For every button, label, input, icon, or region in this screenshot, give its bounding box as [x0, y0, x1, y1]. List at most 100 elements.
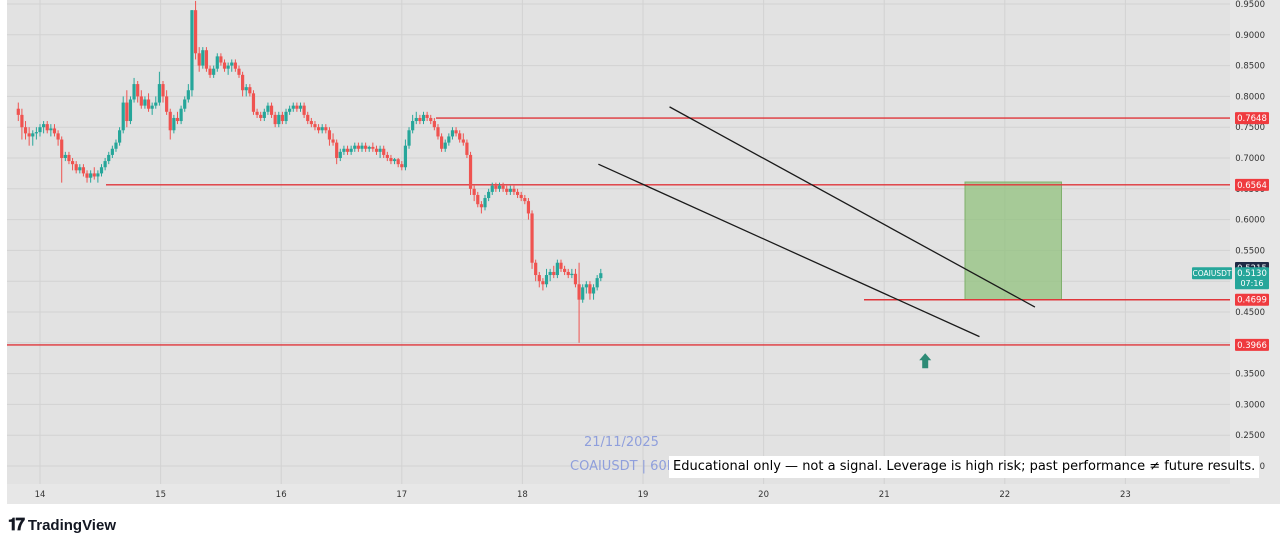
candle-body — [20, 114, 24, 128]
candle-body — [179, 108, 183, 122]
candle-body — [262, 111, 266, 118]
candle-body — [374, 148, 379, 152]
candle-body — [414, 117, 418, 122]
tradingview-wordmark: TradingView — [27, 516, 116, 534]
candle-body — [519, 194, 523, 199]
price-tick-label: 0.9500 — [1235, 0, 1265, 10]
target-zone — [964, 181, 1062, 301]
time-tick-label: 14 — [35, 490, 46, 500]
time-tick-label: 19 — [638, 490, 649, 500]
horizontal-levels[interactable] — [7, 117, 1230, 346]
candle-body — [566, 271, 570, 276]
candle-body — [584, 284, 588, 288]
candle-body — [591, 287, 596, 294]
candle-body — [74, 164, 78, 171]
countdown-text: 07:16 — [1240, 279, 1263, 288]
candle-body — [353, 145, 357, 149]
candle-body — [476, 194, 480, 205]
candle-body — [479, 204, 483, 208]
channel-line[interactable] — [669, 106, 1036, 308]
candle-body — [570, 273, 574, 276]
candle-body — [273, 114, 277, 125]
candle-body — [121, 102, 125, 131]
candle-body — [222, 62, 227, 69]
time-axis[interactable]: 14 15 16 17 18 19 20 21 22 23 — [35, 490, 1131, 500]
level-price-tag — [1235, 112, 1269, 125]
candle-body — [534, 262, 538, 276]
price-tick-label: 0.5500 — [1235, 246, 1265, 256]
price-labels: 0.76480.65640.46990.39660.52150.513007:1… — [1192, 112, 1269, 351]
candle-body — [396, 159, 400, 165]
candle-body — [226, 65, 230, 69]
candle-body — [175, 117, 180, 122]
candle-body — [515, 191, 520, 195]
time-tick-label: 21 — [879, 490, 890, 500]
candle-body — [16, 108, 20, 115]
candle-body — [472, 188, 476, 195]
candle-body — [52, 128, 57, 134]
candle-body — [60, 139, 64, 158]
candle-body — [371, 146, 375, 149]
candle-body — [324, 127, 328, 131]
candle-body — [555, 262, 559, 276]
time-tick-label: 17 — [396, 490, 407, 500]
candle-body — [107, 154, 111, 162]
candle-body — [190, 10, 194, 91]
level-price-tag — [1235, 178, 1269, 191]
candle-body — [92, 173, 96, 177]
candle-body — [143, 99, 147, 106]
candle-body — [125, 102, 129, 122]
price-tick-label: 0.6000 — [1235, 216, 1265, 226]
candle-body — [313, 124, 317, 128]
candle-body — [172, 117, 176, 131]
time-tick-label: 15 — [155, 490, 166, 500]
candle-body — [392, 159, 397, 162]
candle-body — [212, 68, 216, 75]
candle-body — [338, 151, 342, 158]
time-tick-label: 18 — [517, 490, 528, 500]
candle-body — [458, 133, 462, 140]
candle-body — [241, 74, 245, 91]
candle-body — [193, 10, 198, 54]
symbol-tag-text: COAIUSDT — [1193, 269, 1232, 278]
time-tick-label: 23 — [1120, 490, 1131, 500]
tradingview-logo[interactable]: 𝟏𝟕 TradingView — [8, 515, 116, 535]
time-tick-label: 20 — [758, 490, 769, 500]
candle-body — [490, 185, 494, 192]
candles — [16, 0, 603, 343]
price-tick-label: 0.3500 — [1235, 370, 1265, 380]
candle-body — [349, 148, 353, 152]
candle-body — [78, 167, 82, 171]
candle-body — [537, 275, 541, 282]
candle-body — [552, 271, 556, 276]
signal-arrow — [919, 353, 932, 369]
candle-body — [425, 114, 429, 118]
candle-body — [114, 142, 118, 149]
candle-body — [219, 56, 223, 63]
candle-body — [403, 145, 408, 168]
candle-body — [233, 62, 237, 69]
candle-body — [468, 154, 473, 189]
candle-body — [201, 50, 205, 66]
candle-body — [103, 161, 107, 168]
candle-body — [364, 145, 368, 149]
level-price-text: 0.7648 — [1237, 114, 1267, 124]
candle-body — [70, 161, 75, 165]
candle-body — [139, 96, 143, 106]
candle-body — [302, 105, 306, 115]
channel-line[interactable] — [598, 163, 980, 338]
candle-body — [237, 68, 241, 75]
symbol-watermark: COAIUSDT | 60M — [570, 459, 678, 474]
candle-body — [38, 127, 42, 133]
candle-body — [110, 148, 114, 155]
candle-body — [327, 130, 332, 140]
candle-body — [161, 84, 165, 97]
candle-body — [316, 127, 321, 131]
candle-body — [56, 133, 60, 140]
disclaimer-text: Educational only — not a signal. Leverag… — [669, 456, 1260, 478]
channel-lines[interactable] — [598, 106, 1036, 338]
candle-body — [483, 198, 487, 208]
candle-body — [418, 117, 422, 122]
candle-body — [81, 167, 86, 174]
